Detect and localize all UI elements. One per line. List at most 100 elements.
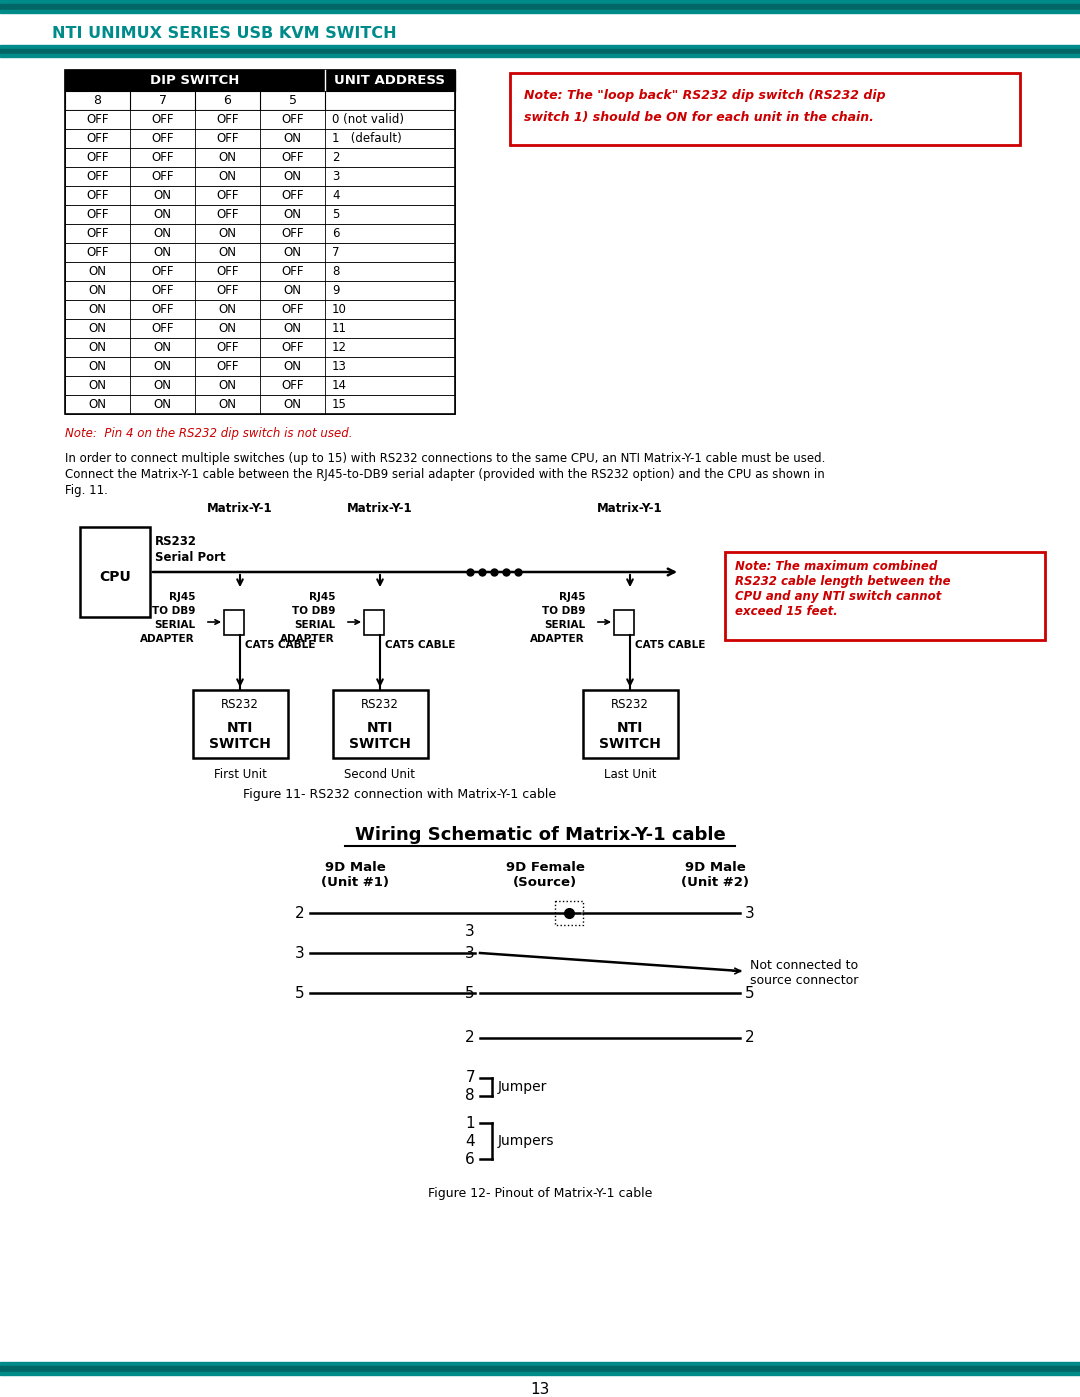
- Text: 10: 10: [332, 303, 347, 316]
- Bar: [65, 148, 455, 168]
- Text: Note: The maximum combined
RS232 cable length between the
CPU and any NTI switch: Note: The maximum combined RS232 cable l…: [735, 560, 950, 617]
- Text: 11: 11: [332, 321, 347, 335]
- Text: ON: ON: [283, 170, 301, 183]
- Text: NTI: NTI: [367, 721, 393, 735]
- Text: Not connected to
source connector: Not connected to source connector: [750, 958, 859, 988]
- Text: CAT5 CABLE: CAT5 CABLE: [384, 640, 456, 650]
- Text: 4: 4: [332, 189, 339, 203]
- Text: ON: ON: [283, 208, 301, 221]
- Text: 2: 2: [332, 151, 339, 163]
- Bar: [0, 10, 1080, 13]
- Text: 9D Female
(Source): 9D Female (Source): [505, 861, 584, 888]
- Text: 7: 7: [159, 94, 166, 108]
- Text: ON: ON: [153, 379, 172, 393]
- Text: 3: 3: [295, 946, 305, 961]
- Text: NTI: NTI: [227, 721, 253, 735]
- Text: OFF: OFF: [281, 341, 303, 353]
- Text: ON: ON: [283, 246, 301, 258]
- Bar: [0, 1362, 1080, 1366]
- Text: OFF: OFF: [86, 208, 109, 221]
- Text: 5: 5: [465, 985, 475, 1000]
- Bar: [65, 300, 455, 319]
- Text: 2: 2: [465, 1031, 475, 1045]
- Text: ON: ON: [283, 321, 301, 335]
- Text: OFF: OFF: [151, 321, 174, 335]
- Bar: [65, 70, 455, 414]
- Text: ON: ON: [153, 226, 172, 240]
- Bar: [582, 690, 677, 759]
- Bar: [65, 110, 455, 129]
- Text: 3: 3: [465, 946, 475, 961]
- Bar: [65, 281, 455, 300]
- Text: OFF: OFF: [151, 265, 174, 278]
- Bar: [65, 319, 455, 338]
- Text: 2: 2: [295, 905, 305, 921]
- Text: OFF: OFF: [151, 303, 174, 316]
- Text: Last Unit: Last Unit: [604, 768, 657, 781]
- Bar: [0, 54, 1080, 57]
- Text: ON: ON: [218, 246, 237, 258]
- Text: CAT5 CABLE: CAT5 CABLE: [245, 640, 315, 650]
- Text: 6: 6: [332, 226, 339, 240]
- Text: 8: 8: [465, 1088, 475, 1104]
- Text: ON: ON: [153, 189, 172, 203]
- Text: 9: 9: [332, 284, 339, 298]
- Text: ON: ON: [218, 398, 237, 411]
- Text: 9D Male
(Unit #1): 9D Male (Unit #1): [321, 861, 389, 888]
- Text: OFF: OFF: [281, 226, 303, 240]
- Text: OFF: OFF: [86, 226, 109, 240]
- Text: 8: 8: [332, 265, 339, 278]
- Text: SERIAL: SERIAL: [544, 620, 585, 630]
- Text: ON: ON: [283, 398, 301, 411]
- Text: Serial Port: Serial Port: [156, 550, 226, 564]
- Text: ON: ON: [218, 151, 237, 163]
- Bar: [65, 263, 455, 281]
- Text: OFF: OFF: [151, 151, 174, 163]
- Text: 6: 6: [224, 94, 231, 108]
- Text: ON: ON: [89, 398, 107, 411]
- Text: SWITCH: SWITCH: [599, 738, 661, 752]
- Text: OFF: OFF: [216, 208, 239, 221]
- Text: 13: 13: [530, 1383, 550, 1397]
- Text: ON: ON: [89, 265, 107, 278]
- Bar: [615, 610, 634, 636]
- Bar: [0, 49, 1080, 54]
- Text: 0 (not valid): 0 (not valid): [332, 113, 404, 126]
- Text: RS232: RS232: [611, 697, 649, 711]
- Text: Matrix-Y-1: Matrix-Y-1: [347, 502, 413, 515]
- Text: ON: ON: [89, 360, 107, 373]
- Bar: [65, 376, 455, 395]
- Text: TO DB9: TO DB9: [292, 606, 335, 616]
- Bar: [510, 73, 1020, 145]
- Bar: [224, 610, 244, 636]
- Text: 2: 2: [745, 1031, 755, 1045]
- Bar: [80, 527, 150, 617]
- Text: RS232: RS232: [221, 697, 259, 711]
- Text: RS232: RS232: [156, 535, 197, 548]
- Bar: [65, 186, 455, 205]
- Text: 3: 3: [465, 923, 475, 939]
- Text: Second Unit: Second Unit: [345, 768, 416, 781]
- Text: SERIAL: SERIAL: [153, 620, 195, 630]
- Text: ON: ON: [153, 360, 172, 373]
- Text: OFF: OFF: [216, 265, 239, 278]
- Text: ON: ON: [153, 341, 172, 353]
- Text: 5: 5: [745, 985, 755, 1000]
- Text: ON: ON: [283, 360, 301, 373]
- Bar: [65, 224, 455, 243]
- Bar: [364, 610, 384, 636]
- Text: OFF: OFF: [281, 189, 303, 203]
- Text: Note: The "loop back" RS232 dip switch (RS232 dip: Note: The "loop back" RS232 dip switch (…: [524, 89, 886, 102]
- Text: 7: 7: [332, 246, 339, 258]
- Text: SWITCH: SWITCH: [349, 738, 410, 752]
- Bar: [0, 1372, 1080, 1375]
- Text: ON: ON: [153, 208, 172, 221]
- Text: UNIT ADDRESS: UNIT ADDRESS: [335, 74, 446, 87]
- Bar: [65, 338, 455, 358]
- Text: SERIAL: SERIAL: [294, 620, 335, 630]
- Bar: [725, 552, 1045, 640]
- Text: 8: 8: [94, 94, 102, 108]
- Text: Matrix-Y-1: Matrix-Y-1: [597, 502, 663, 515]
- Text: Wiring Schematic of Matrix-Y-1 cable: Wiring Schematic of Matrix-Y-1 cable: [354, 826, 726, 844]
- Text: ADAPTER: ADAPTER: [281, 634, 335, 644]
